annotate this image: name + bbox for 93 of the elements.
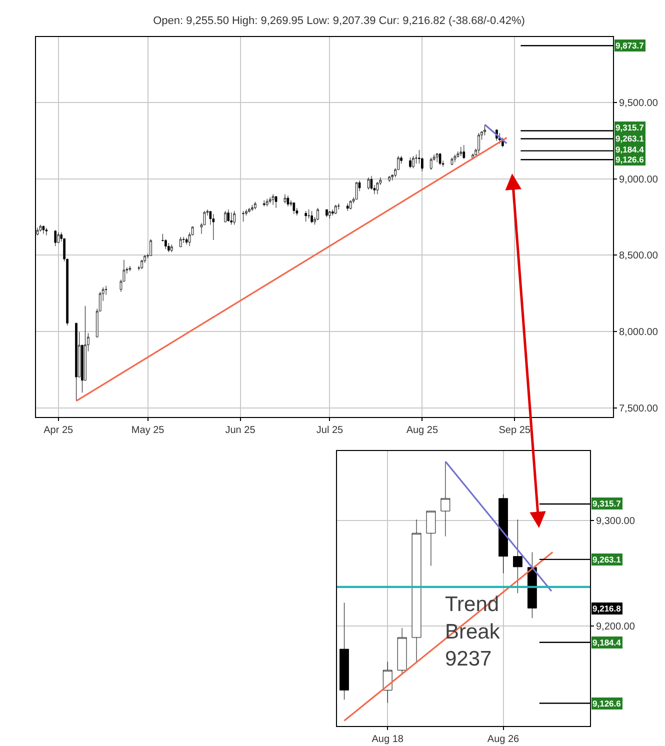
candlestick (212, 214, 215, 240)
candlestick (370, 176, 373, 190)
x-tick-label: Aug 25 (406, 425, 438, 436)
ref-line-label: 9,315.7 (592, 498, 622, 508)
candlestick (128, 266, 132, 272)
candlestick (388, 176, 391, 182)
candlestick (409, 157, 412, 168)
candlestick (462, 144, 466, 160)
ref-line-label: 9,126.6 (592, 698, 622, 708)
ref-line-label: 9,315.7 (616, 122, 644, 132)
candlestick (179, 236, 182, 248)
candlestick (328, 210, 331, 219)
candlestick (292, 202, 296, 214)
candlestick (346, 203, 349, 212)
x-tick-label: Sep 25 (498, 425, 531, 436)
candlestick (251, 204, 254, 212)
candlestick (513, 519, 522, 594)
candlestick (426, 510, 436, 566)
candlestick (168, 242, 170, 252)
candlestick (224, 210, 227, 222)
ref-line-label: 9,263.1 (592, 554, 622, 564)
candlestick (484, 124, 486, 136)
candlestick (316, 208, 319, 220)
candlestick (478, 132, 480, 154)
y-tick-label: 9,500.00 (619, 98, 658, 110)
candlestick (326, 209, 328, 218)
candlestick (54, 230, 57, 246)
candlestick (498, 494, 508, 574)
candlestick (182, 236, 185, 244)
candlestick (397, 628, 407, 674)
candlestick (42, 225, 45, 234)
candlestick (286, 195, 290, 207)
candlestick (412, 519, 422, 662)
ref-line-label: 9,263.1 (616, 134, 644, 144)
x-tick-label: Jun 25 (225, 425, 256, 436)
candlestick (150, 238, 152, 256)
candlestick (57, 232, 60, 244)
y-tick-label: 9,000.00 (619, 174, 658, 186)
candlestick (527, 552, 537, 618)
candlestick (242, 210, 244, 222)
x-tick-label: Jul 25 (316, 425, 344, 436)
chart-title: Open: 9,255.50 High: 9,269.95 Low: 9,207.39 Cur: 9,216.82 (-38.68/-0.42%) (153, 14, 525, 27)
candlestick (227, 209, 230, 222)
ref-line-label: 9,184.4 (592, 638, 622, 648)
candlestick (382, 661, 392, 704)
y-tick-label: 9,200.00 (596, 621, 636, 632)
candlestick (415, 154, 418, 164)
candlestick (310, 210, 313, 224)
candlestick (170, 244, 173, 252)
candlestick (436, 152, 438, 162)
candlestick (274, 196, 278, 208)
candlestick (39, 224, 42, 232)
candlestick (367, 177, 370, 190)
x-tick-label: Aug 26 (487, 734, 520, 745)
candlestick (412, 156, 414, 168)
candlestick (230, 212, 232, 225)
ref-line-label: 9,126.6 (616, 154, 644, 164)
candlestick (430, 157, 432, 170)
candlestick (284, 194, 286, 204)
x-tick-label: May 25 (131, 425, 165, 436)
y-tick-label: 7,500.00 (619, 403, 658, 414)
candlestick (304, 210, 308, 222)
candlestick (233, 210, 236, 225)
candlestick (248, 208, 250, 213)
candlestick (376, 182, 379, 194)
candlestick (438, 152, 442, 166)
candlestick (454, 154, 456, 162)
candlestick (75, 322, 78, 402)
candlestick (254, 202, 256, 210)
candlestick (440, 461, 450, 537)
candlestick (272, 194, 274, 206)
ref-line-label: 9,184.4 (616, 144, 644, 154)
candlestick (262, 200, 266, 207)
candlestick (266, 198, 268, 207)
candlestick (45, 228, 48, 236)
x-tick-label: Apr 25 (44, 425, 74, 436)
candlestick (450, 157, 454, 166)
candlestick (338, 203, 340, 210)
candlestick (355, 182, 358, 200)
y-tick-label: 8,500.00 (619, 250, 658, 262)
candlestick (332, 209, 334, 216)
y-tick-label: 8,000.00 (619, 327, 658, 338)
candlestick (456, 151, 460, 158)
candlestick (334, 204, 337, 214)
x-tick-label: Aug 18 (372, 734, 404, 745)
candlestick (349, 200, 352, 210)
y-tick-label: 9,300.00 (596, 516, 636, 528)
candlestick (460, 146, 462, 156)
candlestick (340, 602, 349, 700)
ref-line-label: 9,873.7 (616, 40, 644, 50)
candlestick (308, 209, 310, 219)
text: 9,216.8 (592, 604, 622, 614)
candlestick (268, 196, 272, 204)
